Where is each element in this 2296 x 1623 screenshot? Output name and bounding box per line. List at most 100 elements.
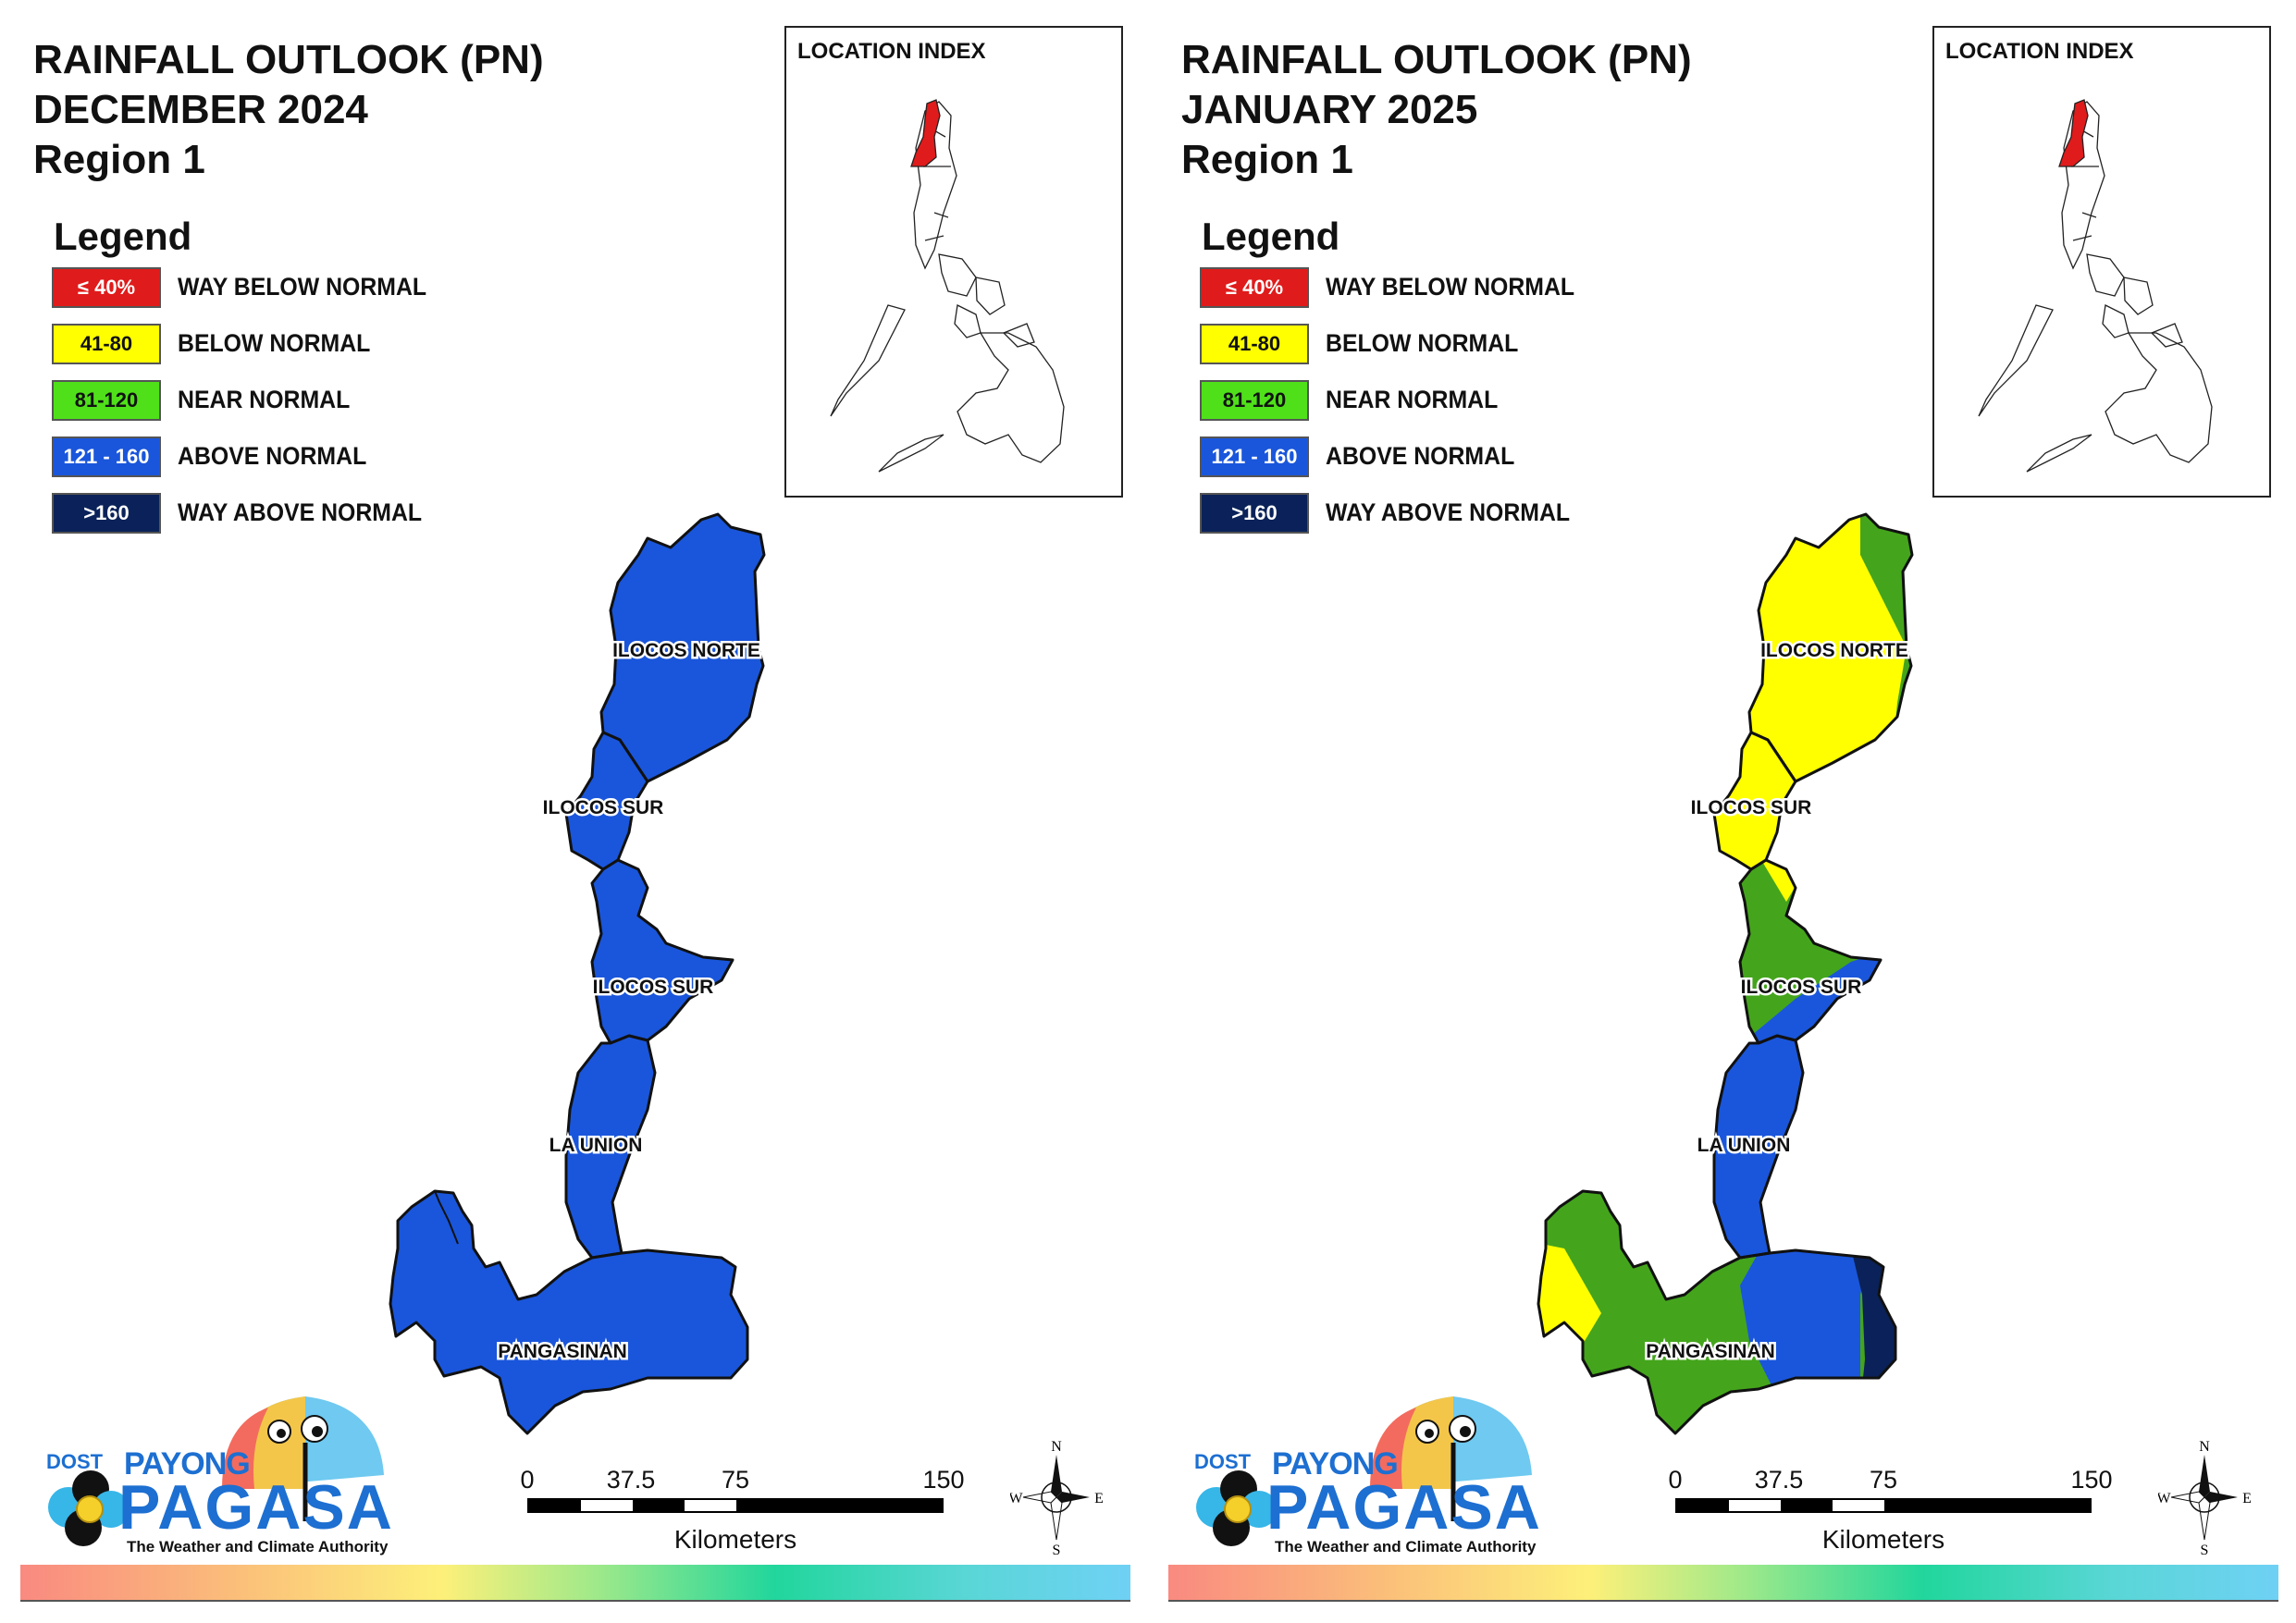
province-label-ilocos-sur-2: ILOCOS SUR bbox=[1741, 977, 1862, 998]
legend-label: WAY BELOW NORMAL bbox=[1326, 273, 1575, 301]
scale-unit: Kilometers bbox=[673, 1525, 797, 1554]
title-line-1: RAINFALL OUTLOOK (PN) bbox=[1181, 37, 1692, 82]
brand-payong: PAYONG bbox=[124, 1446, 251, 1482]
brand-payong: PAYONG bbox=[1272, 1446, 1399, 1482]
province-label-pangasinan: PANGASINAN bbox=[1646, 1341, 1775, 1362]
legend-swatch: 41-80 bbox=[1200, 323, 1309, 364]
legend-heading: Legend bbox=[54, 215, 192, 258]
scale-tick-2: 75 bbox=[1869, 1466, 1898, 1494]
location-index-title: LOCATION INDEX bbox=[797, 39, 986, 64]
legend-label: NEAR NORMAL bbox=[1326, 386, 1499, 413]
province-label-la-union: LA UNION bbox=[549, 1135, 643, 1156]
legend-swatch: 81-120 bbox=[52, 379, 161, 421]
legend-item-near-normal: 81-120 NEAR NORMAL bbox=[52, 372, 449, 428]
philippines-outline-map bbox=[830, 99, 1065, 473]
panel-title: RAINFALL OUTLOOK (PN) JANUARY 2025 Regio… bbox=[1181, 35, 1692, 185]
location-index-inset: LOCATION INDEX bbox=[1932, 26, 2271, 498]
brand-tagline: The Weather and Climate Authority bbox=[127, 1538, 389, 1555]
legend-item-way-above-normal: >160 WAY ABOVE NORMAL bbox=[1200, 485, 1597, 541]
province-label-ilocos-norte: ILOCOS NORTE bbox=[1760, 640, 1908, 661]
umbrella-mascot-icon bbox=[1196, 1396, 1532, 1546]
legend-swatch: ≤ 40% bbox=[1200, 266, 1309, 308]
legend-label: WAY ABOVE NORMAL bbox=[178, 498, 423, 526]
province-label-pangasinan: PANGASINAN bbox=[498, 1341, 627, 1362]
province-label-la-union: LA UNION bbox=[1697, 1135, 1791, 1156]
footer-color-band bbox=[20, 1565, 1130, 1600]
brand-dost: DOST bbox=[46, 1450, 104, 1473]
legend-label: BELOW NORMAL bbox=[1326, 329, 1519, 357]
legend-item-below-normal: 41-80 BELOW NORMAL bbox=[1200, 315, 1597, 372]
compass-s: S bbox=[2201, 1543, 2209, 1558]
brand-tagline: The Weather and Climate Authority bbox=[1275, 1538, 1537, 1555]
title-line-1: RAINFALL OUTLOOK (PN) bbox=[33, 37, 544, 82]
scale-tick-3: 150 bbox=[2070, 1466, 2113, 1494]
province-label-ilocos-sur-1: ILOCOS SUR bbox=[1691, 797, 1812, 818]
province-pangasinan bbox=[1538, 1191, 1895, 1433]
brand-pagasa: PAGASA bbox=[118, 1472, 394, 1543]
outlook-panel-january: RAINFALL OUTLOOK (PN) JANUARY 2025 Regio… bbox=[1148, 0, 2296, 1623]
umbrella-mascot-icon bbox=[48, 1396, 384, 1546]
legend-label: ABOVE NORMAL bbox=[178, 442, 367, 470]
brand-pagasa: PAGASA bbox=[1266, 1472, 1542, 1543]
scale-tick-0: 0 bbox=[520, 1466, 535, 1494]
title-line-2: JANUARY 2025 bbox=[1181, 87, 1478, 132]
legend-item-above-normal: 121 - 160 ABOVE NORMAL bbox=[1200, 428, 1597, 485]
legend-label: WAY ABOVE NORMAL bbox=[1326, 498, 1571, 526]
scale-tick-1: 37.5 bbox=[1754, 1466, 1804, 1494]
legend-label: WAY BELOW NORMAL bbox=[178, 273, 427, 301]
province-label-ilocos-sur-1: ILOCOS SUR bbox=[543, 797, 664, 818]
compass-e: E bbox=[2242, 1491, 2251, 1506]
legend-swatch: 41-80 bbox=[52, 323, 161, 364]
legend-label: BELOW NORMAL bbox=[178, 329, 371, 357]
compass-n: N bbox=[2199, 1439, 2210, 1455]
scale-tick-2: 75 bbox=[721, 1466, 750, 1494]
compass-w: W bbox=[2158, 1491, 2171, 1506]
legend-item-way-below-normal: ≤ 40% WAY BELOW NORMAL bbox=[52, 259, 449, 315]
province-label-ilocos-sur-2: ILOCOS SUR bbox=[593, 977, 714, 998]
footer-baseline bbox=[1168, 1600, 2278, 1602]
location-index-inset: LOCATION INDEX bbox=[784, 26, 1123, 498]
province-ilocos-sur-south bbox=[590, 858, 734, 1045]
title-line-3: Region 1 bbox=[33, 137, 205, 182]
philippines-outline-map bbox=[1978, 99, 2213, 473]
scale-tick-0: 0 bbox=[1668, 1466, 1683, 1494]
province-la-union bbox=[564, 1034, 657, 1260]
legend-item-way-above-normal: >160 WAY ABOVE NORMAL bbox=[52, 485, 449, 541]
scale-unit: Kilometers bbox=[1821, 1525, 1945, 1554]
compass-s: S bbox=[1053, 1543, 1061, 1558]
scale-bar-graphic bbox=[1675, 1498, 2092, 1513]
province-label-ilocos-norte: ILOCOS NORTE bbox=[612, 640, 760, 661]
compass-w: W bbox=[1010, 1491, 1023, 1506]
title-line-2: DECEMBER 2024 bbox=[33, 87, 368, 132]
panel-title: RAINFALL OUTLOOK (PN) DECEMBER 2024 Regi… bbox=[33, 35, 544, 185]
legend-swatch: 81-120 bbox=[1200, 379, 1309, 421]
legend-item-above-normal: 121 - 160 ABOVE NORMAL bbox=[52, 428, 449, 485]
scale-bar-graphic bbox=[527, 1498, 944, 1513]
brand-dost: DOST bbox=[1194, 1450, 1252, 1473]
pagasa-logo: DOST PAYONG PAGASA The Weather and Clima… bbox=[1185, 1387, 1555, 1563]
compass-rose-icon: N E S W bbox=[2156, 1438, 2251, 1558]
legend-item-below-normal: 41-80 BELOW NORMAL bbox=[52, 315, 449, 372]
legend-label: NEAR NORMAL bbox=[178, 386, 351, 413]
scale-tick-1: 37.5 bbox=[606, 1466, 656, 1494]
scale-tick-3: 150 bbox=[922, 1466, 965, 1494]
province-pangasinan bbox=[389, 1189, 749, 1435]
legend-item-way-below-normal: ≤ 40% WAY BELOW NORMAL bbox=[1200, 259, 1597, 315]
footer-color-band bbox=[1168, 1565, 2278, 1600]
legend-swatch: >160 bbox=[52, 492, 161, 534]
legend-swatch: 121 - 160 bbox=[1200, 436, 1309, 477]
compass-e: E bbox=[1094, 1491, 1103, 1506]
compass-n: N bbox=[1051, 1439, 1062, 1455]
pagasa-logo: DOST PAYONG PAGASA The Weather and Clima… bbox=[37, 1387, 407, 1563]
title-line-3: Region 1 bbox=[1181, 137, 1353, 182]
location-index-title: LOCATION INDEX bbox=[1945, 39, 2134, 64]
compass-rose-icon: N E S W bbox=[1008, 1438, 1103, 1558]
province-la-union bbox=[1714, 1036, 1803, 1258]
footer-baseline bbox=[20, 1600, 1130, 1602]
province-ilocos-norte bbox=[599, 512, 766, 783]
legend-item-near-normal: 81-120 NEAR NORMAL bbox=[1200, 372, 1597, 428]
legend-label: ABOVE NORMAL bbox=[1326, 442, 1515, 470]
region-1-map: ILOCOS NORTE ILOCOS SUR ILOCOS SUR LA UN… bbox=[1537, 512, 1914, 1435]
legend-swatch: >160 bbox=[1200, 492, 1309, 534]
legend-swatch: 121 - 160 bbox=[52, 436, 161, 477]
